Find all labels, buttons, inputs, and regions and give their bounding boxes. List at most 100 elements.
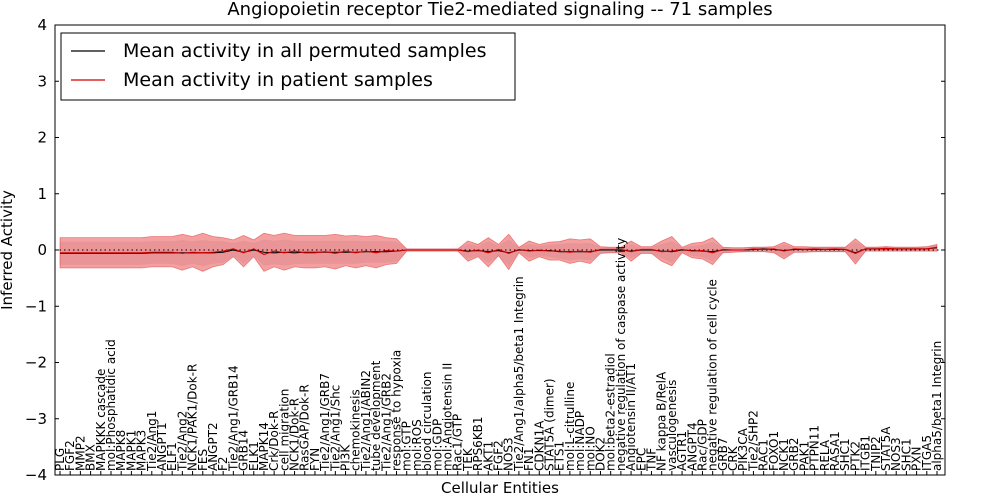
x-category-label: mol:NADP — [573, 411, 587, 471]
x-category-label: PTK2 — [848, 441, 862, 471]
x-category-label: mol:Angiotensin II — [441, 363, 455, 471]
y-tick-label: −4 — [25, 466, 47, 484]
x-category-label: GRB2 — [787, 437, 801, 471]
x-category-label: mol:Phosphatidic acid — [104, 339, 118, 471]
legend-label-permuted: Mean activity in all permuted samples — [123, 40, 486, 62]
x-category-label: NCK1 — [777, 438, 791, 471]
x-category-label: PTPN11 — [808, 425, 822, 471]
x-category-label: Tie2/Ang1/ABIN2 — [359, 370, 373, 472]
x-category-label: ELK1 — [247, 441, 261, 471]
x-category-label: SHC1 — [899, 438, 913, 471]
x-category-label: NCK1/Dok-R — [288, 398, 302, 471]
x-category-label: RasGAP/Dok-R — [298, 384, 312, 471]
x-category-label: Tie2/Ang1/alpha5/beta1 Integrin — [512, 276, 526, 472]
x-category-label: PIK3CA — [736, 427, 750, 471]
x-category-label: Tie2/Ang1/GRB14 — [226, 365, 240, 472]
x-category-label: PAK1 — [797, 441, 811, 471]
x-category-label: TNIP2 — [869, 436, 883, 472]
y-tick-label: −2 — [25, 354, 47, 372]
x-category-label: FES — [196, 449, 210, 471]
x-category-label: mol:beta2-estradiol — [604, 353, 618, 471]
x-category-label: TNF — [644, 448, 658, 472]
x-category-label: Tie2/Ang1/GRB7 — [318, 373, 332, 472]
x-category-label: SHC1 — [838, 438, 852, 471]
x-category-label: alpha5/beta1 Integrin — [930, 341, 944, 471]
x-category-label: RPS6KB1 — [471, 416, 485, 471]
y-tick-label: −1 — [25, 297, 47, 315]
y-axis: −4 −3 −2 −1 0 1 2 3 4 — [25, 16, 945, 484]
x-category-label: STAT5A — [879, 426, 893, 471]
x-category-label: RELA — [818, 439, 832, 471]
x-category-label: ITGA5 — [920, 435, 934, 471]
x-category-label: mol:ROS — [410, 419, 424, 471]
x-category-label: NCK1/PAK1/Dok-R — [186, 364, 200, 471]
y-tick-label: −3 — [25, 410, 47, 428]
x-category-label: ITGB1 — [859, 435, 873, 471]
x-axis-title: Cellular Entities — [441, 479, 559, 497]
x-category-label: FYN — [308, 448, 322, 471]
chart-title: Angiopoietin receptor Tie2-mediated sign… — [227, 0, 772, 20]
x-category-label: blood circulation — [420, 371, 434, 471]
x-category-label: AKT1 — [481, 441, 495, 471]
x-category-label: cell migration — [277, 389, 291, 471]
x-category-label: FN1 — [522, 447, 536, 471]
legend-label-patient: Mean activity in patient samples — [123, 69, 433, 91]
x-category-label: CRK — [726, 445, 740, 471]
x-category-label: MAPK1 — [124, 430, 138, 471]
x-category-label: ANGPT1 — [155, 422, 169, 471]
x-category-label: mol:L-citrulline — [563, 382, 577, 471]
x-category-label: response to hypoxia — [390, 350, 404, 471]
x-category-label: Tie2/Ang1/GRB2 — [379, 373, 393, 472]
x-category-label: TEK — [461, 447, 475, 472]
x-category-label: Tie2/Ang2 — [175, 411, 189, 472]
y-axis-title: Inferred Activity — [0, 190, 16, 310]
x-category-label: CDKN1A — [532, 420, 546, 471]
x-category-label: Crk/Dok-R — [267, 410, 281, 471]
series-lines — [60, 246, 938, 256]
x-category-label: MMP2 — [73, 435, 87, 471]
x-category-label: GRB14 — [237, 430, 251, 471]
x-category-label: FGF2 — [492, 440, 506, 471]
x-category-label: Angiotensin II/AT1 — [624, 363, 638, 471]
x-category-label: EPC — [634, 448, 648, 471]
x-category-label: GRB7 — [716, 437, 730, 471]
x-category-label: NOS3 — [889, 437, 903, 471]
x-category-label: ETS1 — [553, 441, 567, 471]
x-category-label: PXN — [910, 447, 924, 471]
x-category-label: MAPK3 — [135, 430, 149, 471]
x-category-label: DOK2 — [593, 437, 607, 471]
x-category-label: MAPK8 — [114, 430, 128, 471]
legend-box — [60, 32, 516, 101]
x-category-label: PLG — [53, 448, 67, 471]
x-category-label: FGF2 — [63, 440, 77, 471]
band-patient-spread — [59, 232, 938, 272]
x-category-label: Tie2/SHP2 — [746, 410, 760, 472]
x-category-label: mol:GDP — [430, 419, 444, 471]
y-tick-label: 3 — [37, 72, 47, 90]
x-category-label: negative regulation of caspase activity — [614, 238, 628, 471]
x-category-label: Tie2/Ang1 — [145, 411, 159, 472]
x-category-label: RAC1 — [757, 439, 771, 471]
x-category-label: ANGPT2 — [206, 422, 220, 471]
x-category-label: NF kappa B/RelA — [655, 371, 669, 471]
x-category-label: mol:GTP — [400, 421, 414, 471]
x-category-label: ELF1 — [165, 442, 179, 471]
x-category-label: PI3K — [339, 444, 353, 471]
x-category-label: RASA1 — [828, 431, 842, 471]
x-category-label: ANGPT4 — [685, 422, 699, 471]
x-category-label: tube development — [369, 360, 383, 471]
series-line-patient — [60, 246, 938, 256]
x-category-label: MAPK14 — [257, 422, 271, 471]
x-category-label: FOXO1 — [767, 431, 781, 471]
x-category-label: vasculogenesis — [665, 380, 679, 471]
x-category-label: MAPKKK cascade — [94, 369, 108, 471]
x-category-label: AGTR1 — [675, 431, 689, 471]
x-category-label: STAT5A (dimer) — [542, 378, 556, 471]
legend: Mean activity in all permuted samples Me… — [60, 32, 516, 101]
y-tick-label: 1 — [37, 185, 47, 203]
x-category-label: negative regulation of cell cycle — [706, 279, 720, 471]
x-category-label: Rac1/GTP — [451, 414, 465, 471]
x-category-label: BMX — [84, 444, 98, 471]
x-category-label: Rac/GDP — [695, 419, 709, 471]
